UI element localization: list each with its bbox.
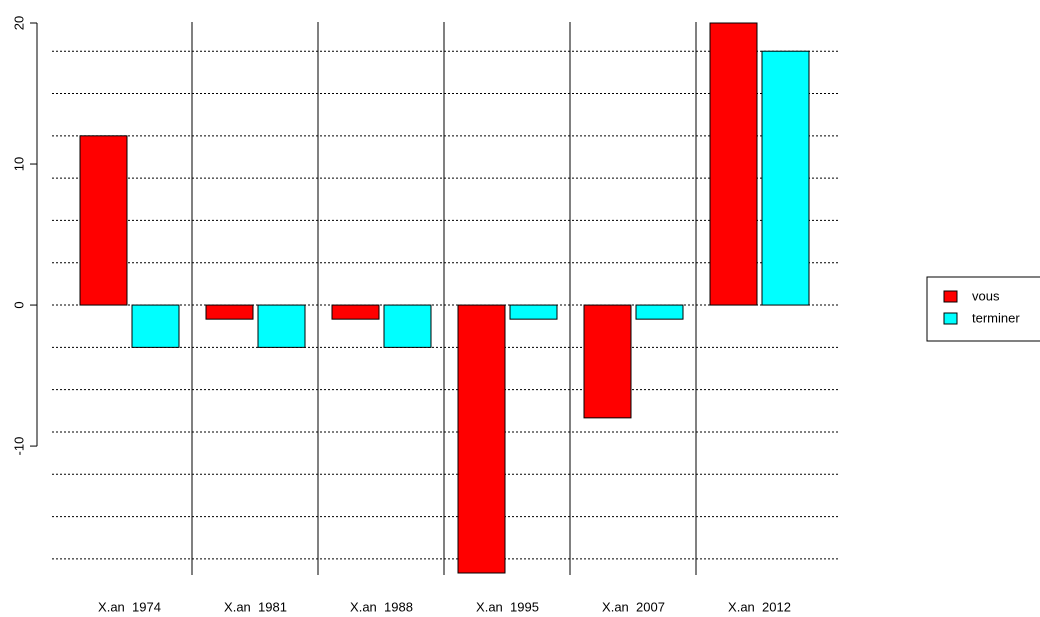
bar [761,50,810,306]
legend-box [926,276,1040,342]
x-tick-label: X.an 2007 [602,599,665,614]
bar [131,304,180,348]
bar [509,304,558,320]
y-tick-label: 20 [11,16,26,30]
y-tick-label: 0 [11,301,26,308]
bar [205,304,254,320]
y-tick-label: -10 [11,437,26,456]
x-tick-label: X.an 1995 [476,599,539,614]
x-tick-label: X.an 1981 [224,599,287,614]
bar [257,304,306,348]
bar [635,304,684,320]
bar [583,304,632,419]
bar [331,304,380,320]
legend-swatch [943,290,958,303]
bar [709,22,758,306]
legend-label: vous [972,288,1000,303]
x-tick-label: X.an 1974 [98,599,161,614]
y-tick-label: 10 [11,157,26,171]
bar [383,304,432,348]
bar [79,135,128,306]
x-tick-label: X.an 2012 [728,599,791,614]
x-tick-label: X.an 1988 [350,599,413,614]
legend-label: terminer [972,310,1020,325]
bar [457,304,506,574]
legend-swatch [943,312,958,325]
